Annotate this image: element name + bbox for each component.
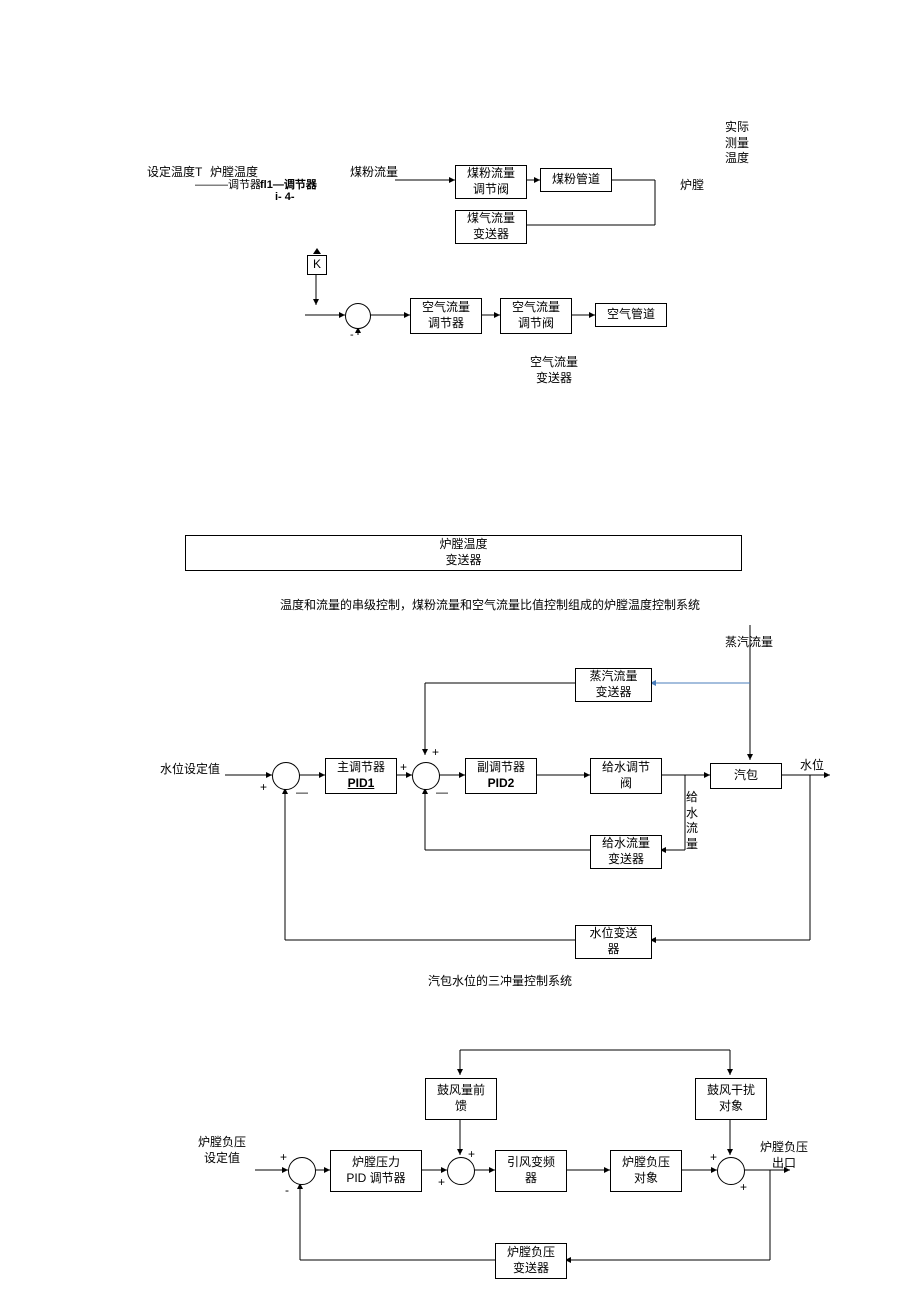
- node-d3-transmitter: 炉膛负压 变送器: [495, 1243, 567, 1279]
- label-minus-d1: -: [350, 328, 354, 342]
- sum-d3-1: [288, 1157, 316, 1185]
- label-d2-plus3: +: [432, 745, 439, 761]
- label-sub: i- 4-: [275, 190, 295, 204]
- label-regulator: ———调节器: [195, 178, 261, 192]
- label-water-setpoint: 水位设定值: [160, 762, 220, 778]
- node-disturbance: 鼓风干扰 对象: [695, 1078, 767, 1120]
- node-drum: 汽包: [710, 763, 782, 789]
- label-steam-flow: 蒸汽流量: [725, 635, 773, 651]
- label-d3-plus5: +: [740, 1180, 747, 1196]
- node-k: K: [307, 255, 327, 275]
- node-pressure-obj: 炉膛负压 对象: [610, 1150, 682, 1192]
- label-feed-water: 给 水 流 量: [685, 790, 699, 852]
- node-pid-reg: 炉膛压力 PID 调节器: [330, 1150, 422, 1192]
- label-d2-minus1: —: [296, 785, 308, 801]
- node-air-transmitter: 空气流量 变送器: [530, 355, 578, 386]
- label-d2-plus2: +: [400, 760, 407, 776]
- label-furnace: 炉膛: [680, 178, 704, 194]
- node-sub-reg: 副调节器 PID2: [465, 758, 537, 794]
- pid1-label: PID1: [348, 776, 375, 792]
- node-air-flow-reg: 空气流量 调节器: [410, 298, 482, 334]
- label-d3-plus1: +: [280, 1150, 287, 1166]
- pid2-label: PID2: [488, 776, 515, 792]
- node-main-reg: 主调节器 PID1: [325, 758, 397, 794]
- label-coal-flow: 煤粉流量: [350, 165, 398, 181]
- sub-reg-label: 副调节器: [477, 760, 525, 776]
- label-d2-plus1: +: [260, 780, 267, 796]
- label-d3-minus1: -: [285, 1183, 289, 1199]
- node-temp-transmitter: 炉膛温度 变送器: [185, 535, 742, 571]
- node-level-transmitter: 水位变送 器: [575, 925, 652, 959]
- node-air-pipe: 空气管道: [595, 303, 667, 327]
- main-reg-label: 主调节器: [337, 760, 385, 776]
- node-coal-flow-valve: 煤粉流量 调节阀: [455, 165, 527, 199]
- caption-d2: 汽包水位的三冲量控制系统: [400, 974, 600, 990]
- label-d2-minus2: —: [436, 785, 448, 801]
- node-feed-transmitter: 给水流量 变送器: [590, 835, 662, 869]
- label-actual-temp: 实际 测量 温度: [725, 120, 749, 167]
- arrow-into-k: [313, 248, 321, 254]
- node-steam-transmitter: 蒸汽流量 变送器: [575, 668, 652, 702]
- node-air-flow-valve: 空气流量 调节阀: [500, 298, 572, 334]
- label-d3-plus4: +: [710, 1150, 717, 1166]
- label-d3-plus3: +: [468, 1147, 475, 1163]
- node-feedforward: 鼓风量前 馈: [425, 1078, 497, 1120]
- node-feed-valve: 给水调节 阀: [590, 758, 662, 794]
- label-water-out: 水位: [800, 758, 824, 774]
- caption-d1: 温度和流量的串级控制，煤粉流量和空气流量比值控制组成的炉膛温度控制系统: [240, 598, 740, 614]
- label-d3-output: 炉膛负压 出口: [760, 1140, 808, 1171]
- sum-d1: [345, 303, 371, 329]
- label-d3-setpoint: 炉膛负压 设定值: [198, 1135, 246, 1166]
- node-coal-gas-transmitter: 煤气流量 变送器: [455, 210, 527, 244]
- node-coal-pipe: 煤粉管道: [540, 168, 612, 192]
- label-d3-plus2: +: [438, 1175, 445, 1191]
- node-fan-driver: 引风变频 器: [495, 1150, 567, 1192]
